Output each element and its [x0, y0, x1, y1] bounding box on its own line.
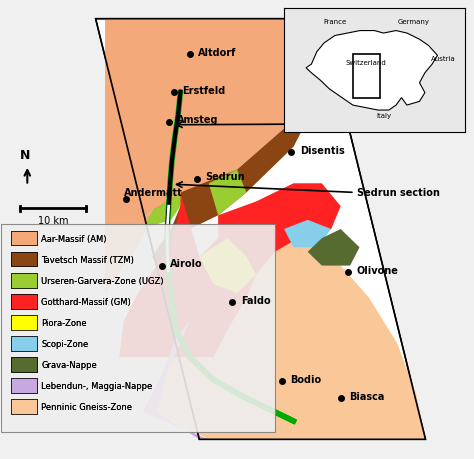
- Text: Penninic Gneiss-Zone: Penninic Gneiss-Zone: [41, 402, 132, 411]
- FancyBboxPatch shape: [11, 399, 36, 414]
- Text: Andermatt: Andermatt: [124, 188, 182, 198]
- Polygon shape: [308, 230, 359, 266]
- Text: Sedrun section: Sedrun section: [357, 188, 440, 198]
- FancyBboxPatch shape: [11, 294, 36, 309]
- Text: Aar-Massif (AM): Aar-Massif (AM): [41, 234, 107, 243]
- Text: Tavetsch Massif (TZM): Tavetsch Massif (TZM): [41, 255, 134, 264]
- Polygon shape: [152, 70, 317, 266]
- Text: Sedrun: Sedrun: [205, 172, 245, 182]
- FancyBboxPatch shape: [11, 357, 36, 372]
- Text: Grava-Nappe: Grava-Nappe: [41, 360, 97, 369]
- Text: Urseren-Garvera-Zone (UGZ): Urseren-Garvera-Zone (UGZ): [41, 276, 164, 285]
- Text: Penninic Gneiss-Zone: Penninic Gneiss-Zone: [41, 402, 132, 411]
- FancyBboxPatch shape: [11, 336, 36, 351]
- FancyBboxPatch shape: [11, 315, 36, 330]
- Polygon shape: [306, 32, 438, 111]
- Text: Disentis: Disentis: [300, 146, 345, 156]
- FancyBboxPatch shape: [11, 231, 36, 246]
- FancyBboxPatch shape: [11, 231, 36, 246]
- Text: Faldo: Faldo: [241, 295, 270, 305]
- Text: Germany: Germany: [398, 19, 430, 25]
- FancyBboxPatch shape: [11, 378, 36, 393]
- Text: Altdorf: Altdorf: [198, 47, 237, 57]
- Polygon shape: [105, 20, 317, 275]
- FancyBboxPatch shape: [11, 336, 36, 351]
- Text: France: France: [323, 19, 346, 25]
- FancyBboxPatch shape: [11, 273, 36, 288]
- Polygon shape: [119, 184, 341, 357]
- Text: Gotthard-Massif (GM): Gotthard-Massif (GM): [41, 297, 131, 306]
- Text: Scopi-Zone: Scopi-Zone: [41, 339, 89, 348]
- Text: Airolo: Airolo: [170, 259, 203, 269]
- Text: Amsteg section: Amsteg section: [357, 120, 442, 129]
- Text: 10 km: 10 km: [38, 216, 68, 226]
- Text: Bodio: Bodio: [290, 374, 321, 384]
- FancyBboxPatch shape: [11, 252, 36, 267]
- Text: Italy: Italy: [376, 113, 391, 119]
- FancyBboxPatch shape: [11, 273, 36, 288]
- Text: Gotthard-Massif (GM): Gotthard-Massif (GM): [41, 297, 131, 306]
- Bar: [353, 55, 380, 98]
- FancyBboxPatch shape: [11, 252, 36, 267]
- Polygon shape: [199, 239, 256, 293]
- Text: Biasca: Biasca: [349, 391, 384, 401]
- Text: Amsteg: Amsteg: [177, 115, 219, 125]
- Text: Urseren-Garvera-Zone (UGZ): Urseren-Garvera-Zone (UGZ): [41, 276, 164, 285]
- Polygon shape: [157, 220, 426, 439]
- FancyBboxPatch shape: [11, 399, 36, 414]
- Polygon shape: [105, 211, 152, 293]
- Polygon shape: [96, 20, 426, 439]
- Polygon shape: [284, 220, 331, 248]
- Text: Piora-Zone: Piora-Zone: [41, 318, 87, 327]
- Polygon shape: [209, 170, 246, 216]
- FancyBboxPatch shape: [11, 378, 36, 393]
- Text: Tavetsch Massif (TZM): Tavetsch Massif (TZM): [41, 255, 134, 264]
- Text: Lebendun-, Maggia-Nappe: Lebendun-, Maggia-Nappe: [41, 381, 153, 390]
- Text: N: N: [20, 149, 30, 162]
- Polygon shape: [143, 193, 181, 230]
- FancyBboxPatch shape: [11, 294, 36, 309]
- Text: Scopi-Zone: Scopi-Zone: [41, 339, 89, 348]
- FancyBboxPatch shape: [11, 315, 36, 330]
- Text: Lebendun-, Maggia-Nappe: Lebendun-, Maggia-Nappe: [41, 381, 153, 390]
- FancyBboxPatch shape: [1, 225, 275, 432]
- Text: Aar-Massif (AM): Aar-Massif (AM): [41, 234, 107, 243]
- Text: Austria: Austria: [430, 56, 456, 62]
- Text: Erstfeld: Erstfeld: [182, 85, 226, 95]
- FancyBboxPatch shape: [11, 357, 36, 372]
- Polygon shape: [143, 321, 209, 439]
- Text: Piora-Zone: Piora-Zone: [41, 318, 87, 327]
- Text: Switzerland: Switzerland: [345, 60, 386, 66]
- Text: Olivone: Olivone: [356, 266, 398, 275]
- Text: Grava-Nappe: Grava-Nappe: [41, 360, 97, 369]
